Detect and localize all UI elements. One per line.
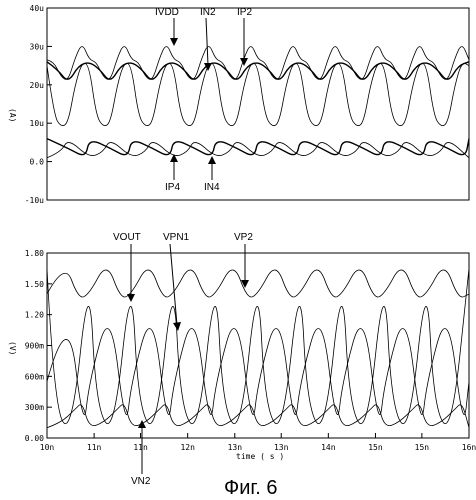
current-plot-frame	[46, 7, 470, 201]
voltage-x-axis-label: time ( s )	[236, 452, 284, 461]
trace-vp2	[46, 268, 470, 424]
y-tick-label: -10u	[25, 196, 44, 205]
y-tick-label: 900m	[25, 342, 44, 351]
voltage-y-axis-label: (V)	[8, 341, 17, 355]
y-tick-label: 1.80	[25, 249, 44, 258]
trace-ip2	[46, 63, 470, 126]
y-tick-label: 0.0	[30, 158, 45, 167]
arrow-ivdd-head	[170, 38, 178, 46]
y-tick-label: 1.50	[25, 280, 44, 289]
arrow-in2-head	[204, 63, 212, 71]
x-tick-label: 16n	[462, 443, 476, 452]
y-tick-label: 20u	[30, 81, 45, 90]
current-y-ticks: 40u 30u 20u 10u 0.0 -10u	[25, 4, 52, 205]
current-y-axis-label: (A)	[8, 108, 17, 122]
trace-in4	[46, 142, 470, 159]
figure-caption: Фиг. 6	[224, 477, 277, 499]
x-tick-label: 14n	[321, 443, 336, 452]
annotation-vp2: VP2	[234, 232, 253, 243]
trace-vpn1	[46, 328, 470, 415]
x-tick-label: 11n	[87, 443, 102, 452]
annotation-in2: IN2	[200, 7, 216, 18]
x-tick-label: 12n	[180, 443, 195, 452]
current-traces	[46, 46, 470, 159]
y-tick-label: 0.00	[25, 434, 44, 443]
voltage-plot-frame	[46, 252, 470, 439]
annotation-vpn1: VPN1	[163, 232, 190, 243]
trace-vout	[46, 269, 470, 298]
y-tick-label: 300m	[25, 403, 44, 412]
current-plot: 40u 30u 20u 10u 0.0 -10u (A) IVDD IN2 IP2 IP4…	[8, 4, 470, 205]
y-tick-label: 10u	[30, 119, 45, 128]
y-tick-label: 40u	[30, 4, 45, 13]
arrow-ip2-head	[240, 58, 248, 66]
arrow-vn2-head	[138, 420, 146, 428]
annotation-vn2: VN2	[131, 476, 151, 487]
annotation-vout: VOUT	[113, 232, 141, 243]
voltage-x-ticks: 10n 11n 11n 12n 13n 13n 14n 15n 15n 16n	[40, 433, 476, 452]
y-tick-label: 600m	[25, 372, 44, 381]
annotation-ip4: IP4	[165, 182, 180, 193]
arrow-in4-head	[208, 156, 216, 164]
voltage-traces	[46, 268, 470, 429]
x-tick-label: 11n	[133, 443, 148, 452]
x-tick-label: 13n	[228, 443, 243, 452]
trace-vn2	[46, 404, 470, 429]
arrow-in2	[205, 17, 209, 66]
arrow-vpn1	[169, 243, 178, 326]
annotation-ivdd: IVDD	[155, 7, 179, 18]
x-tick-label: 15n	[415, 443, 430, 452]
voltage-plot: 1.80 1.50 1.20 900m 600m 300m 0.00 10n 11n 11n 12…	[8, 232, 476, 487]
y-tick-label: 30u	[30, 42, 45, 51]
voltage-y-ticks: 1.80 1.50 1.20 900m 600m 300m 0.00	[25, 249, 52, 443]
annotation-in4: IN4	[204, 182, 220, 193]
x-tick-label: 15n	[368, 443, 383, 452]
x-tick-label: 10n	[40, 443, 55, 452]
annotation-ip2: IP2	[237, 7, 252, 18]
arrow-vp2-head	[241, 280, 249, 288]
x-tick-label: 13n	[274, 443, 289, 452]
y-tick-label: 1.20	[25, 311, 44, 320]
trace-ip4	[46, 137, 470, 156]
trace-in2	[46, 61, 470, 80]
arrow-ip4-head	[170, 154, 178, 162]
arrow-vout-head	[127, 294, 135, 302]
arrow-vpn1-head	[173, 322, 181, 331]
